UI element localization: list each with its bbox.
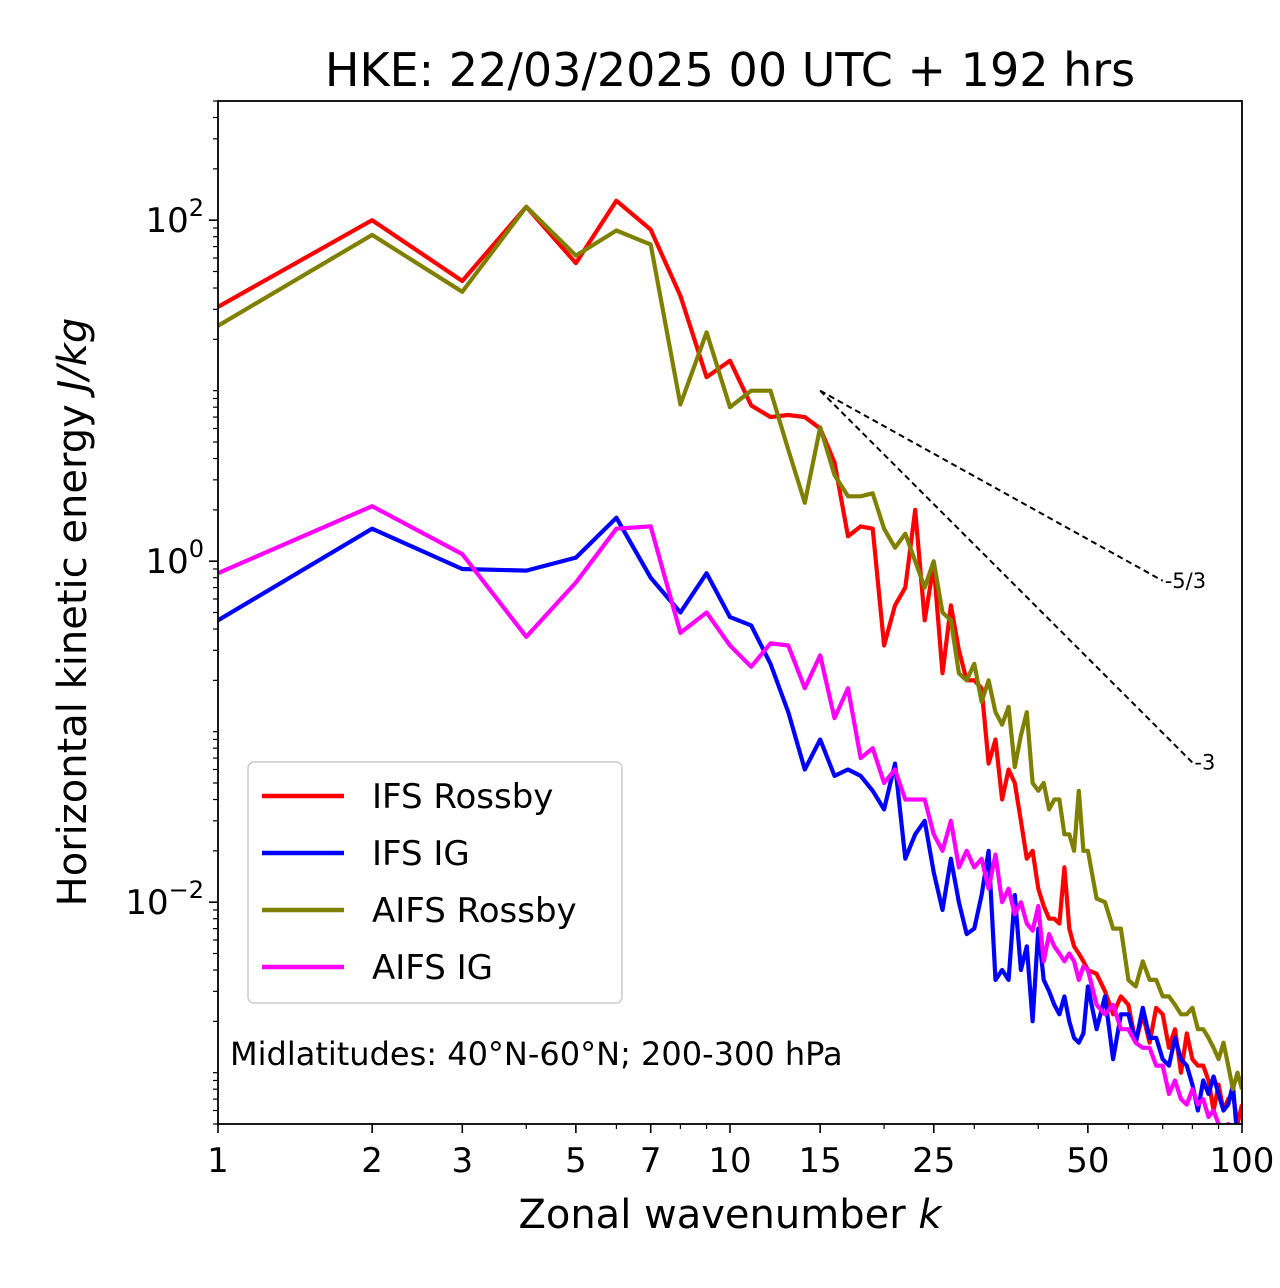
region-annotation: Midlatitudes: 40°N-60°N; 200-300 hPa [230, 1035, 843, 1073]
y-tick-exponent: 0 [189, 535, 204, 563]
legend-label: IFS Rossby [372, 777, 553, 817]
y-tick-exponent: −2 [169, 876, 204, 904]
y-axis-label: Horizontal kinetic energy J/kg [50, 318, 96, 907]
x-tick-label: 1 [207, 1141, 229, 1181]
y-tick-exponent: 2 [189, 194, 204, 222]
x-tick-label: 50 [1066, 1141, 1109, 1181]
reference-slopes [819, 389, 1194, 764]
x-tick-label: 15 [799, 1141, 842, 1181]
reference-slope-line [819, 389, 1164, 582]
x-axis-variable: k [918, 1192, 943, 1238]
series-line-aifs-ig [218, 504, 1231, 1124]
y-tick-label: 10−2 [125, 876, 204, 923]
x-tick-label: 3 [451, 1141, 473, 1181]
legend-label: AIFS IG [372, 948, 493, 988]
y-tick-base: 10 [125, 883, 168, 923]
x-axis-label-text: Zonal wavenumber [518, 1192, 918, 1238]
y-tick-label: 102 [145, 194, 204, 241]
legend-label: IFS IG [372, 834, 470, 874]
reference-slope-label: -5/3 [1165, 569, 1206, 593]
reference-slope-label: -3 [1194, 751, 1215, 775]
y-tick-label: 100 [145, 535, 204, 582]
y-axis-unit: J/kg [50, 318, 96, 399]
series-lines [218, 198, 1242, 1124]
reference-slope-line [819, 389, 1194, 764]
x-tick-label: 7 [640, 1141, 662, 1181]
series-line-ifs-ig [218, 515, 1239, 1124]
series-line-aifs-rossby [218, 204, 1242, 1092]
x-axis-ticks: 1 2 3 5 7 10 15 25 50 100 [207, 1124, 1274, 1181]
y-axis-label-text: Horizontal kinetic energy [50, 392, 96, 907]
x-tick-label: 2 [361, 1141, 383, 1181]
legend: IFS Rossby IFS IG AIFS Rossby AIFS IG [247, 761, 623, 1004]
y-tick-base: 10 [145, 201, 188, 241]
x-tick-label: 100 [1210, 1141, 1275, 1181]
x-tick-label: 5 [565, 1141, 587, 1181]
x-tick-label: 10 [708, 1141, 751, 1181]
x-axis-label: Zonal wavenumber k [518, 1192, 943, 1238]
chart-title: HKE: 22/03/2025 00 UTC + 192 hrs [325, 43, 1135, 97]
legend-label: AIFS Rossby [372, 891, 577, 931]
x-tick-label: 25 [912, 1141, 955, 1181]
y-tick-base: 10 [145, 542, 188, 582]
legend-box [247, 761, 623, 1004]
